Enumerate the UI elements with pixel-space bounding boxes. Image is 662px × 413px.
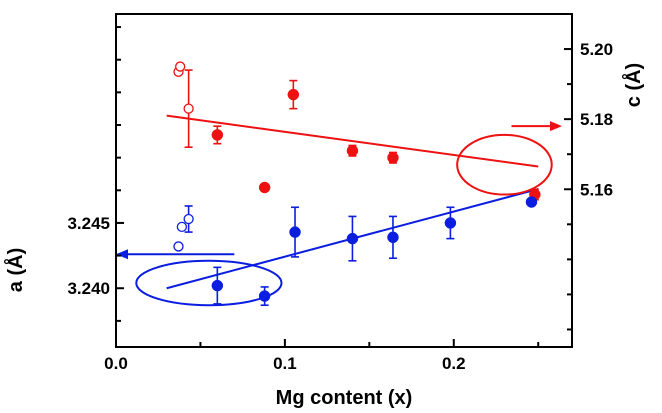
- filled-point-left: [346, 232, 359, 245]
- open-point-left: [176, 221, 188, 233]
- x-tick-label: 0.1: [273, 354, 297, 373]
- x-axis-label: Mg content (x): [276, 387, 413, 409]
- y-axis-label-right: c (Å): [621, 63, 645, 107]
- y-axis-label-left: a (Å): [3, 248, 27, 292]
- filled-point-left: [525, 196, 538, 208]
- annotation-ellipse-left: [135, 259, 283, 307]
- filled-point-left: [258, 290, 271, 302]
- filled-point-right: [346, 144, 359, 157]
- filled-point-left: [444, 217, 457, 229]
- filled-point-right: [387, 151, 399, 164]
- annotation-arrowhead-right: [550, 121, 562, 132]
- fit-line-right: [166, 114, 539, 168]
- axis-ticks: [115, 13, 572, 347]
- axes-box: [115, 13, 573, 348]
- y-right-tick-label: 5.20: [580, 40, 613, 59]
- tick-labels: 0.0 0.1 0.2 3.240 3.245 5.16 5.18 5.20: [67, 40, 613, 373]
- filled-point-left: [289, 226, 301, 238]
- y-right-tick-label: 5.16: [580, 180, 613, 199]
- y-left-tick-label: 3.240: [67, 279, 110, 298]
- open-point-left: [173, 241, 184, 252]
- x-tick-label: 0.0: [104, 354, 128, 373]
- y-right-tick-label: 5.18: [580, 110, 613, 129]
- filled-point-right: [211, 129, 224, 141]
- filled-point-right: [287, 88, 300, 101]
- filled-point-right: [258, 181, 271, 194]
- plot-frame: [115, 13, 573, 348]
- plot-area: [116, 61, 562, 307]
- annotation-arrowhead-left: [116, 249, 128, 260]
- x-tick-label: 0.2: [442, 354, 466, 373]
- filled-point-left: [387, 231, 399, 244]
- y-left-tick-label: 3.245: [67, 214, 110, 233]
- open-point-right: [183, 103, 194, 114]
- annotation-ellipse-right: [456, 133, 553, 196]
- open-point-left: [183, 213, 194, 225]
- open-point-right: [175, 61, 186, 72]
- filled-point-left: [211, 279, 224, 292]
